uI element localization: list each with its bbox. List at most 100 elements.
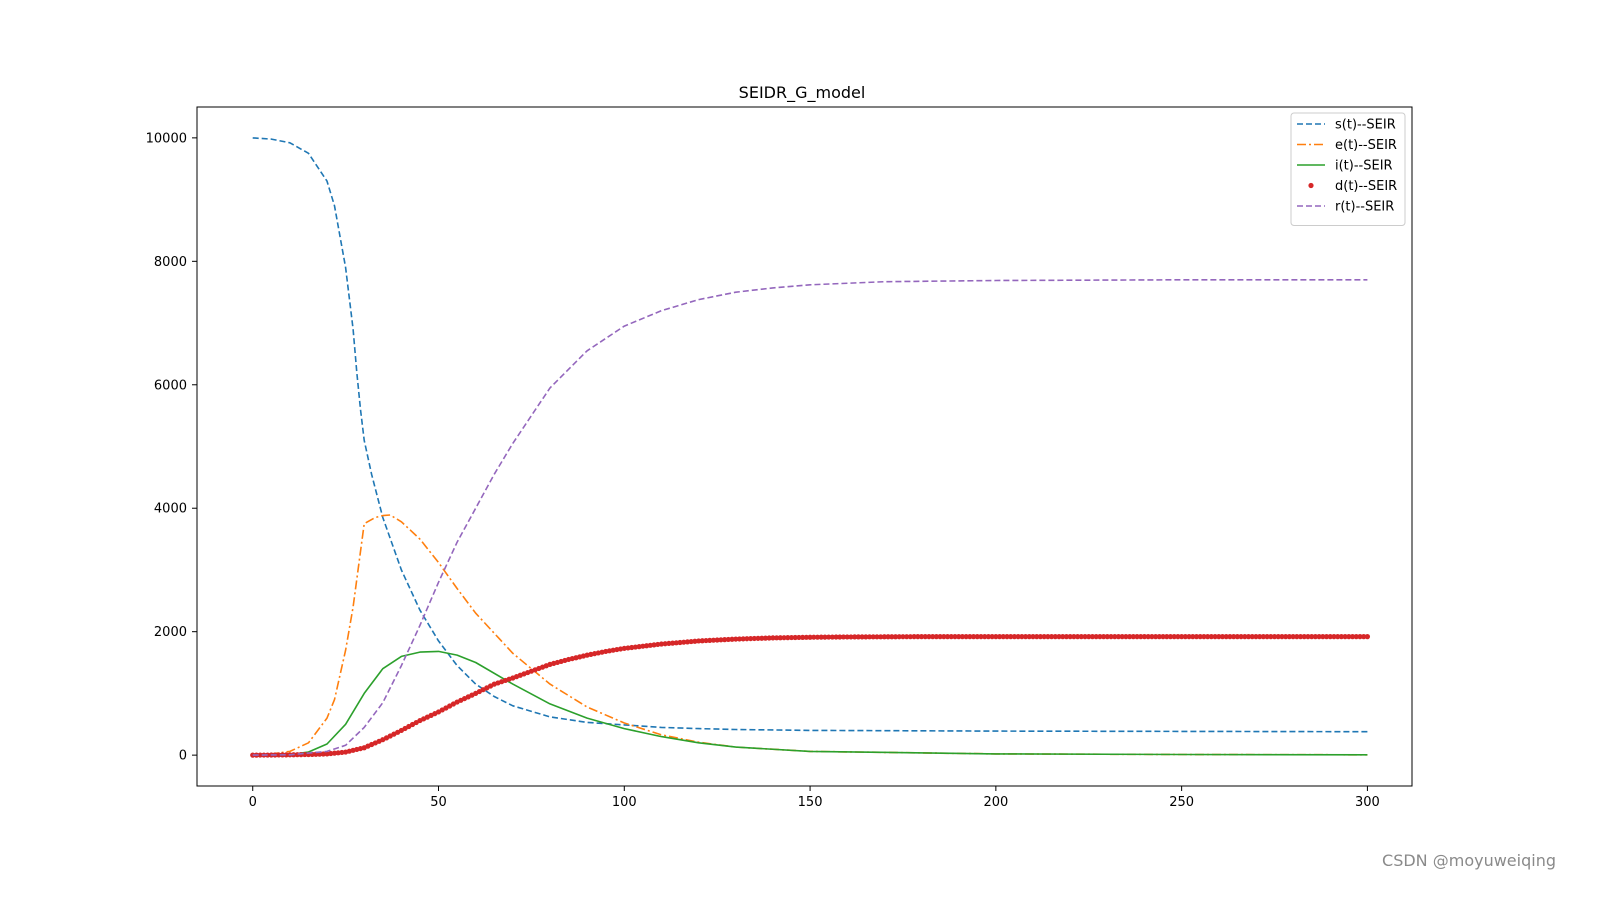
data-point bbox=[911, 634, 917, 640]
data-point bbox=[1067, 634, 1073, 640]
data-point bbox=[1153, 634, 1159, 640]
plot-area bbox=[196, 106, 1413, 787]
data-point bbox=[844, 634, 850, 640]
data-point bbox=[736, 636, 743, 642]
data-point bbox=[718, 637, 724, 643]
data-point bbox=[1074, 634, 1081, 640]
data-point bbox=[1249, 634, 1255, 640]
data-point bbox=[725, 636, 731, 643]
data-point bbox=[930, 634, 936, 640]
data-point bbox=[1167, 634, 1174, 640]
data-point bbox=[1019, 634, 1025, 640]
data-point bbox=[770, 635, 776, 641]
data-point bbox=[1260, 634, 1266, 640]
data-point bbox=[978, 634, 984, 640]
data-point bbox=[744, 636, 750, 642]
data-point bbox=[926, 634, 932, 640]
data-point bbox=[952, 634, 958, 640]
data-point bbox=[1316, 634, 1322, 640]
series-s(t)--SEIR bbox=[252, 137, 1368, 733]
data-point bbox=[1264, 634, 1270, 640]
data-point bbox=[915, 634, 921, 640]
data-point bbox=[937, 634, 943, 640]
series-line bbox=[252, 514, 1368, 756]
data-point bbox=[774, 635, 780, 641]
series-line bbox=[252, 279, 1368, 756]
data-point bbox=[684, 639, 691, 645]
data-point bbox=[1301, 634, 1307, 640]
data-point bbox=[1219, 634, 1226, 640]
y-tick-label: 6000 bbox=[154, 378, 187, 393]
series-layer bbox=[250, 137, 1371, 758]
data-point bbox=[777, 635, 783, 641]
data-point bbox=[1008, 634, 1014, 640]
data-point bbox=[740, 636, 746, 642]
y-tick-label: 0 bbox=[179, 749, 187, 764]
data-point bbox=[855, 634, 861, 640]
x-axis: 0 50 100 150 200 250 300 bbox=[249, 786, 1380, 810]
data-point bbox=[907, 634, 913, 640]
data-point bbox=[320, 751, 326, 757]
data-point bbox=[1309, 634, 1315, 640]
x-tick-label: 50 bbox=[430, 795, 447, 810]
data-point bbox=[822, 634, 828, 640]
data-point bbox=[714, 637, 720, 643]
data-point bbox=[1048, 634, 1055, 640]
data-point bbox=[1026, 634, 1032, 640]
data-point bbox=[1342, 634, 1348, 640]
chart-title: SEIDR_G_model bbox=[739, 83, 866, 103]
data-point bbox=[1037, 634, 1044, 640]
data-point bbox=[759, 635, 765, 641]
data-point bbox=[751, 635, 757, 642]
data-point bbox=[948, 634, 954, 640]
data-point bbox=[699, 638, 705, 644]
data-point bbox=[1045, 634, 1051, 640]
data-point bbox=[1000, 634, 1006, 640]
data-point bbox=[1279, 634, 1285, 640]
data-point bbox=[1212, 634, 1218, 640]
y-tick-label: 10000 bbox=[146, 131, 187, 146]
data-point bbox=[1234, 634, 1240, 640]
data-point bbox=[996, 634, 1003, 640]
x-tick-label: 200 bbox=[983, 795, 1008, 810]
data-point bbox=[1089, 634, 1096, 640]
data-point bbox=[833, 634, 839, 640]
data-point bbox=[1242, 634, 1248, 640]
data-point bbox=[818, 634, 824, 640]
data-point bbox=[1216, 634, 1222, 640]
data-point bbox=[1149, 634, 1155, 640]
data-point bbox=[692, 638, 698, 644]
data-point bbox=[748, 635, 754, 642]
data-point bbox=[755, 635, 761, 641]
data-point bbox=[1227, 634, 1233, 640]
legend-label: s(t)--SEIR bbox=[1335, 118, 1396, 133]
series-i(t)--SEIR bbox=[252, 650, 1368, 756]
data-point bbox=[840, 634, 847, 640]
data-point bbox=[985, 634, 992, 640]
data-point bbox=[1179, 634, 1185, 640]
data-point bbox=[1060, 634, 1066, 640]
series-r(t)--SEIR bbox=[252, 279, 1368, 756]
x-tick-label: 300 bbox=[1355, 795, 1380, 810]
legend-label: d(t)--SEIR bbox=[1335, 179, 1397, 194]
data-point bbox=[1123, 634, 1129, 640]
data-point bbox=[1346, 634, 1352, 640]
data-point bbox=[681, 639, 687, 645]
series-line bbox=[252, 137, 1368, 733]
data-point bbox=[1156, 634, 1162, 640]
x-tick-label: 100 bbox=[612, 795, 637, 810]
data-point bbox=[874, 634, 880, 640]
legend-label: r(t)--SEIR bbox=[1335, 200, 1394, 215]
data-point bbox=[696, 638, 702, 644]
data-point bbox=[1253, 634, 1259, 640]
x-tick-label: 250 bbox=[1169, 795, 1194, 810]
data-point bbox=[688, 638, 694, 645]
data-point bbox=[1071, 634, 1077, 640]
legend: s(t)--SEIR e(t)--SEIR i(t)--SEIR d(t)--SEIR… bbox=[1290, 112, 1406, 226]
data-point bbox=[1197, 634, 1203, 640]
data-point bbox=[1052, 634, 1058, 640]
data-point bbox=[658, 641, 665, 647]
data-point bbox=[918, 634, 925, 640]
data-point bbox=[885, 634, 891, 640]
data-point bbox=[666, 640, 672, 647]
